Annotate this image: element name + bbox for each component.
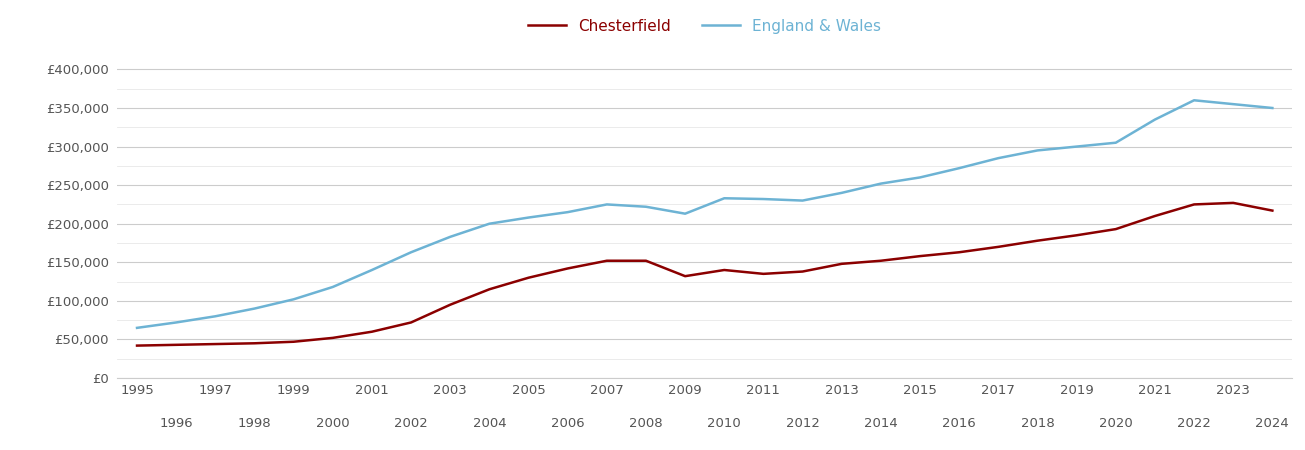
England & Wales <box>677 211 693 216</box>
England & Wales <box>364 267 380 273</box>
Line: England & Wales: England & Wales <box>137 100 1272 328</box>
England & Wales <box>286 297 301 302</box>
England & Wales <box>638 204 654 209</box>
England & Wales <box>1186 98 1202 103</box>
England & Wales <box>1030 148 1045 153</box>
Text: 2018: 2018 <box>1021 417 1054 430</box>
Chesterfield <box>599 258 615 263</box>
Text: 1996: 1996 <box>159 417 193 430</box>
Chesterfield <box>990 244 1006 250</box>
England & Wales <box>442 234 458 239</box>
Text: 2014: 2014 <box>864 417 898 430</box>
Chesterfield <box>442 302 458 307</box>
England & Wales <box>482 221 497 226</box>
Line: Chesterfield: Chesterfield <box>137 203 1272 346</box>
England & Wales <box>716 196 732 201</box>
Chesterfield <box>168 342 184 347</box>
Text: 1998: 1998 <box>238 417 271 430</box>
Text: 2002: 2002 <box>394 417 428 430</box>
England & Wales <box>990 155 1006 161</box>
Text: 2016: 2016 <box>942 417 976 430</box>
England & Wales <box>599 202 615 207</box>
Text: 2004: 2004 <box>472 417 506 430</box>
Chesterfield <box>1186 202 1202 207</box>
Text: 2008: 2008 <box>629 417 663 430</box>
Text: 2020: 2020 <box>1099 417 1133 430</box>
Chesterfield <box>1108 226 1124 232</box>
Chesterfield <box>247 341 262 346</box>
Legend: Chesterfield, England & Wales: Chesterfield, England & Wales <box>522 13 887 40</box>
Chesterfield <box>325 335 341 341</box>
England & Wales <box>1069 144 1084 149</box>
England & Wales <box>834 190 850 196</box>
Chesterfield <box>873 258 889 263</box>
Chesterfield <box>834 261 850 266</box>
Chesterfield <box>716 267 732 273</box>
Chesterfield <box>677 274 693 279</box>
England & Wales <box>560 209 576 215</box>
England & Wales <box>247 306 262 311</box>
England & Wales <box>168 320 184 325</box>
England & Wales <box>1108 140 1124 145</box>
Chesterfield <box>756 271 771 277</box>
Chesterfield <box>1147 213 1163 219</box>
Chesterfield <box>1030 238 1045 243</box>
Text: 2006: 2006 <box>551 417 585 430</box>
Text: 2012: 2012 <box>786 417 820 430</box>
Chesterfield <box>795 269 810 274</box>
England & Wales <box>912 175 928 180</box>
Chesterfield <box>286 339 301 344</box>
England & Wales <box>1265 105 1280 111</box>
Chesterfield <box>1069 233 1084 238</box>
England & Wales <box>325 284 341 290</box>
England & Wales <box>951 166 967 171</box>
Chesterfield <box>951 250 967 255</box>
England & Wales <box>129 325 145 331</box>
Text: 2024: 2024 <box>1255 417 1289 430</box>
Chesterfield <box>1265 208 1280 213</box>
England & Wales <box>756 196 771 202</box>
Chesterfield <box>482 287 497 292</box>
Chesterfield <box>403 320 419 325</box>
Chesterfield <box>207 342 223 347</box>
Text: 2000: 2000 <box>316 417 350 430</box>
England & Wales <box>1147 117 1163 122</box>
England & Wales <box>521 215 536 220</box>
Chesterfield <box>560 266 576 271</box>
England & Wales <box>207 314 223 319</box>
Chesterfield <box>912 253 928 259</box>
Text: 2022: 2022 <box>1177 417 1211 430</box>
Chesterfield <box>1225 200 1241 206</box>
England & Wales <box>873 181 889 186</box>
Chesterfield <box>364 329 380 334</box>
Text: 2010: 2010 <box>707 417 741 430</box>
England & Wales <box>403 250 419 255</box>
Chesterfield <box>521 275 536 280</box>
Chesterfield <box>638 258 654 263</box>
England & Wales <box>795 198 810 203</box>
Chesterfield <box>129 343 145 348</box>
England & Wales <box>1225 101 1241 107</box>
